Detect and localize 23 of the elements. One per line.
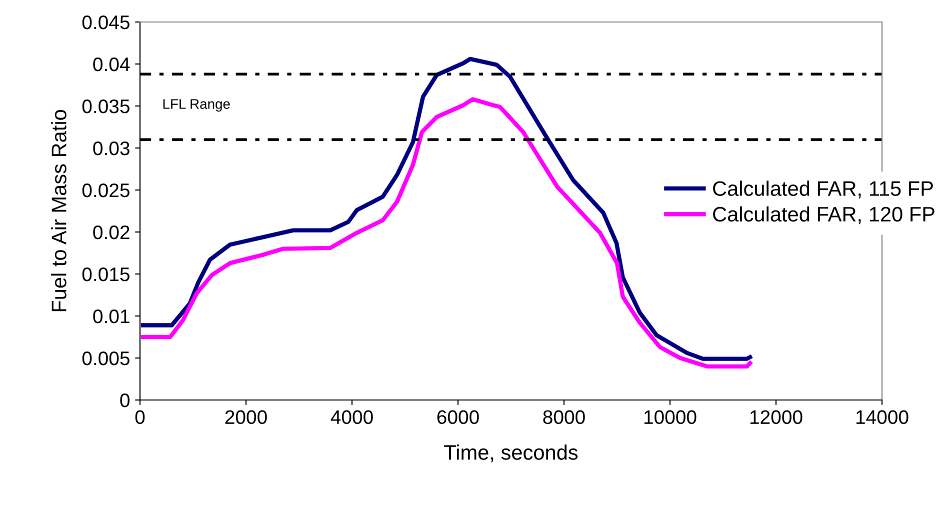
y-tick-label: 0.035 xyxy=(82,99,130,114)
legend-label: Calculated FAR, 115 FP xyxy=(713,180,933,198)
y-tick-label: 0.015 xyxy=(82,267,130,282)
annotation: LFL Range xyxy=(163,99,230,112)
y-tick-label: 0.03 xyxy=(93,141,130,156)
y-tick-label: 0 xyxy=(120,393,130,408)
x-tick-label: 4000 xyxy=(330,410,373,424)
y-axis-title: Fuel to Air Mass Ratio xyxy=(51,110,66,312)
x-tick-label: 6000 xyxy=(437,410,479,424)
legend-label: Calculated FAR, 120 FP xyxy=(713,206,934,224)
y-tick-label: 0.02 xyxy=(93,225,130,240)
y-tick-label: 0.01 xyxy=(93,309,130,324)
y-tick-label: 0.005 xyxy=(82,351,130,366)
x-tick-label: 14000 xyxy=(856,410,908,424)
y-tick-label: 0.045 xyxy=(82,15,130,30)
x-tick-label: 0 xyxy=(135,410,145,424)
y-tick-label: 0.04 xyxy=(93,57,130,72)
x-tick-label: 8000 xyxy=(543,410,585,424)
x-tick-label: 2000 xyxy=(225,410,267,424)
x-tick-label: 10000 xyxy=(644,410,696,424)
x-tick-label: 12000 xyxy=(750,410,802,424)
x-axis-title: Time, seconds xyxy=(444,444,578,462)
y-tick-label: 0.025 xyxy=(82,183,130,198)
